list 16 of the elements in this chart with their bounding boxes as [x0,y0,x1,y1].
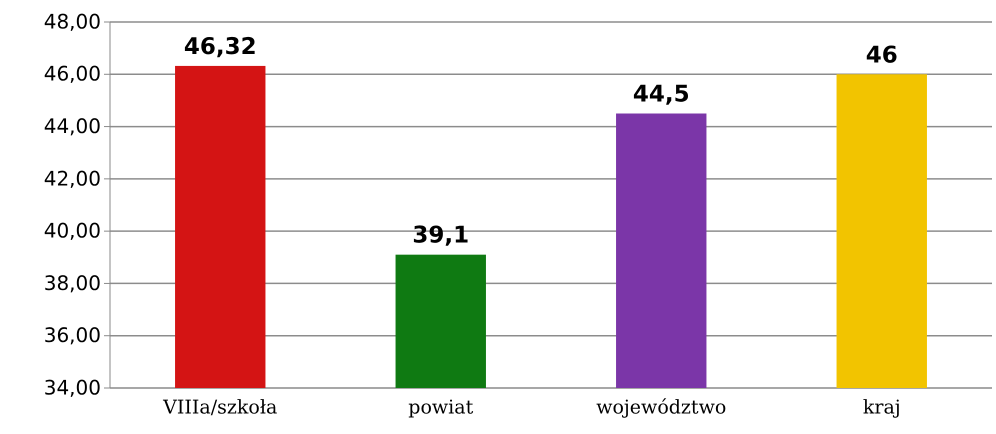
y-tick-label: 42,00 [44,166,101,190]
x-tick-label: kraj [862,396,901,418]
y-tick-label: 40,00 [44,218,101,243]
x-tick-label: województwo [596,396,726,418]
data-label: 46 [866,42,898,68]
y-tick-label: 48,00 [44,9,101,34]
data-label: 39,1 [412,222,470,249]
data-label: 44,5 [632,82,690,108]
x-tick-label: powiat [408,396,474,418]
y-tick-label: 38,00 [44,270,101,295]
data-label: 46,32 [184,34,257,60]
y-tick-label: 46,00 [44,62,101,86]
x-tick-label: VIIIa/szkoła [162,396,278,418]
y-tick-label: 36,00 [44,323,101,348]
y-tick-label: 34,00 [44,375,101,400]
y-tick-label: 44,00 [44,114,101,138]
